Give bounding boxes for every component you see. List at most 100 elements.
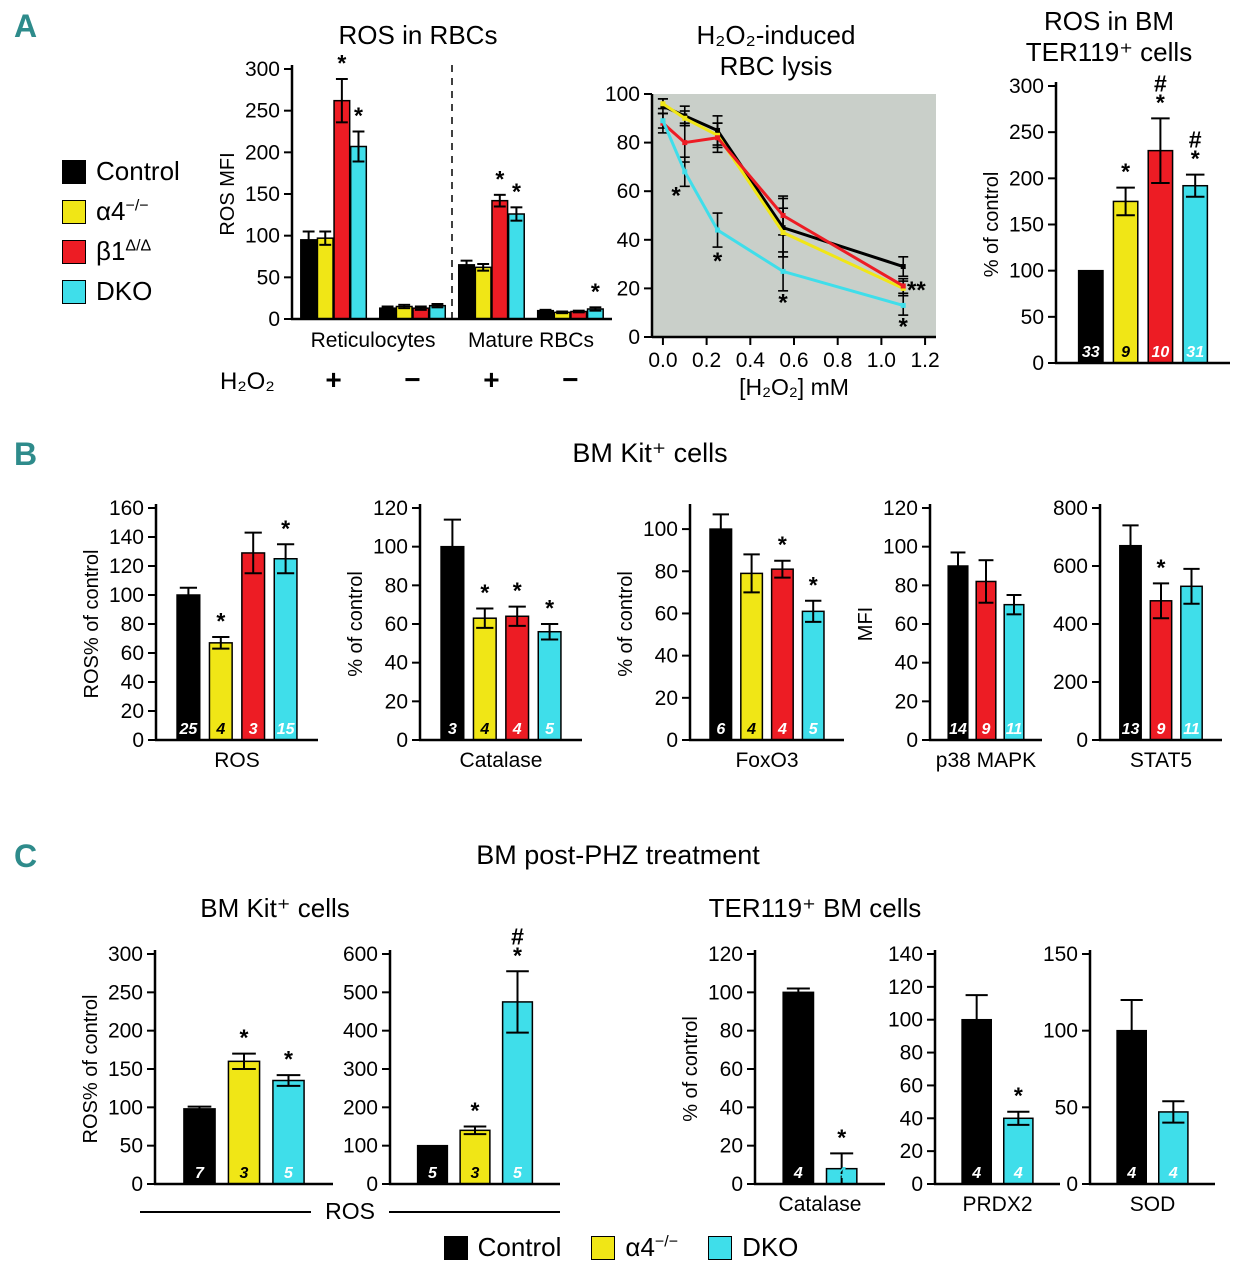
svg-text:Catalase: Catalase — [460, 749, 543, 772]
legend-label-sup: Δ/Δ — [125, 237, 152, 255]
bottom-legend: Control α4−/− DKO — [371, 1232, 871, 1263]
svg-text:*: * — [281, 515, 290, 541]
legend-label-base: α4 — [96, 196, 126, 226]
chart-bmkit-p38mapk: 0 20 40 60 80 100 120 14 9 11 p38 MAPK MFI — [854, 492, 1050, 784]
svg-text:20: 20 — [895, 690, 918, 713]
svg-text:3: 3 — [240, 1165, 249, 1182]
legend-label-dko: DKO — [742, 1232, 798, 1263]
svg-text:400: 400 — [343, 1020, 378, 1043]
svg-text:4: 4 — [1168, 1165, 1178, 1182]
svg-text:100: 100 — [108, 1096, 143, 1119]
legend-label-b1: β1Δ/Δ — [96, 236, 151, 267]
svg-text:5: 5 — [809, 721, 819, 738]
svg-text:120: 120 — [109, 555, 144, 578]
svg-text:*: * — [1156, 89, 1165, 115]
phz-bmkit-ros-2-plot: 0 100 200 300 400 500 600 5 * 3 # * 5 — [340, 923, 568, 1196]
svg-text:40: 40 — [900, 1107, 923, 1130]
svg-text:Reticulocytes: Reticulocytes — [311, 329, 436, 352]
svg-text:500: 500 — [343, 981, 378, 1004]
chart-title: H₂O₂-induced RBC lysis — [696, 20, 856, 81]
svg-text:1.0: 1.0 — [867, 349, 896, 372]
legend-label-base: Control — [477, 1232, 562, 1262]
svg-text:120: 120 — [888, 976, 923, 999]
bmkit-stat5-plot: 0 200 400 600 800 13 * 9 11 STAT5 — [1050, 492, 1230, 784]
svg-text:0: 0 — [1032, 352, 1044, 375]
legend-label-sup: −/− — [654, 1233, 679, 1251]
legend-label-base: Control — [96, 156, 180, 186]
chart-ros-in-rbcs: ROS in RBCs 0 50 100 150 200 250 300 * * * * * Retic… — [216, 20, 620, 405]
bmkit-foxo3-plot: 0 20 40 60 80 100 6 4 * 4 * 5 FoxO3 % of control — [614, 492, 852, 784]
svg-text:11: 11 — [1006, 721, 1023, 738]
svg-text:200: 200 — [343, 1096, 378, 1119]
svg-text:+: + — [483, 364, 499, 395]
svg-text:*: * — [240, 1025, 249, 1051]
legend-label-base: β1 — [96, 236, 126, 266]
svg-text:ROS: ROS — [214, 749, 260, 772]
ter119-sod-plot: 0 50 100 150 4 4 SOD — [1040, 938, 1223, 1228]
svg-text:25: 25 — [179, 721, 199, 738]
svg-text:80: 80 — [720, 1020, 743, 1043]
svg-text:p38 MAPK: p38 MAPK — [936, 749, 1036, 772]
svg-text:#: # — [1189, 127, 1202, 153]
svg-text:100: 100 — [888, 1009, 923, 1032]
svg-text:% of control: % of control — [981, 172, 1003, 278]
svg-text:80: 80 — [900, 1042, 923, 1065]
svg-text:3: 3 — [249, 721, 258, 738]
svg-text:60: 60 — [895, 613, 918, 636]
svg-text:120: 120 — [883, 497, 918, 520]
chart-ter119-prdx2: 0 20 40 60 80 100 120 140 4 * 4 PRDX2 — [885, 938, 1068, 1228]
svg-text:14: 14 — [949, 721, 967, 738]
b1-swatch-icon — [62, 239, 86, 264]
svg-text:0.4: 0.4 — [736, 349, 766, 372]
svg-text:*: * — [513, 578, 522, 604]
a4-swatch-icon — [62, 199, 86, 224]
svg-text:4: 4 — [215, 721, 225, 738]
svg-text:200: 200 — [108, 1020, 143, 1043]
svg-text:100: 100 — [708, 981, 743, 1004]
svg-text:250: 250 — [1009, 121, 1044, 144]
bmkit-ros-plot: 0 20 40 60 80 100 120 140 160 25 * 4 3 * 15 ROS ROS% of … — [80, 492, 326, 784]
svg-text:80: 80 — [617, 132, 640, 155]
legend-item-control: Control — [443, 1232, 562, 1263]
genotype-legend: Control α4−/− β1Δ/Δ DKO — [62, 156, 180, 307]
panel-a-label: A — [14, 8, 38, 44]
svg-text:*: * — [713, 248, 723, 275]
h2o2-rbc-lysis-plot: 0 20 40 60 80 100 0.0 0.2 0.4 0.6 0.8 1.0 1.2 * * * ** *[… — [602, 83, 950, 400]
svg-text:60: 60 — [385, 613, 408, 636]
svg-text:20: 20 — [900, 1140, 923, 1163]
svg-text:3: 3 — [471, 1165, 480, 1182]
svg-text:FoxO3: FoxO3 — [735, 749, 798, 772]
svg-text:5: 5 — [428, 1165, 438, 1182]
svg-text:100: 100 — [109, 584, 144, 607]
svg-text:0: 0 — [906, 729, 918, 752]
legend-label-a4: α4−/− — [96, 196, 149, 227]
svg-text:120: 120 — [708, 943, 743, 966]
svg-text:100: 100 — [605, 83, 640, 106]
svg-text:20: 20 — [617, 277, 640, 300]
svg-text:% of control: % of control — [680, 1016, 702, 1122]
chart-h2o2-rbc-lysis: H₂O₂-induced RBC lysis 0 20 40 60 80 100 0.0 0.… — [602, 20, 950, 400]
dko-swatch-icon — [708, 1235, 733, 1260]
svg-text:60: 60 — [900, 1074, 923, 1097]
svg-text:11: 11 — [1183, 721, 1200, 738]
svg-text:0: 0 — [731, 1173, 743, 1196]
svg-text:% of control: % of control — [345, 571, 367, 677]
svg-text:140: 140 — [109, 526, 144, 549]
svg-text:6: 6 — [716, 721, 725, 738]
svg-text:600: 600 — [343, 943, 378, 966]
svg-text:−: − — [404, 364, 420, 395]
svg-text:Mature RBCs: Mature RBCs — [468, 329, 594, 352]
svg-text:*: * — [899, 314, 909, 341]
svg-text:80: 80 — [385, 574, 408, 597]
svg-text:33: 33 — [1082, 344, 1100, 361]
ros-label-line-left — [140, 1210, 312, 1213]
chart-bmkit-catalase: 0 20 40 60 80 100 120 3 * 4 * 4 * 5 Catalase % of contr… — [344, 492, 590, 784]
svg-text:7: 7 — [195, 1165, 205, 1182]
svg-text:31: 31 — [1186, 344, 1204, 361]
svg-text:50: 50 — [120, 1135, 143, 1158]
ros-bm-ter119-plot: 0 50 100 150 200 250 300 33 * 9 # * 10 # * 31% of contr… — [980, 70, 1238, 375]
svg-text:40: 40 — [617, 229, 640, 252]
ter119-prdx2-plot: 0 20 40 60 80 100 120 140 4 * 4 PRDX2 — [885, 938, 1068, 1228]
svg-text:ROS% of control: ROS% of control — [81, 550, 103, 699]
